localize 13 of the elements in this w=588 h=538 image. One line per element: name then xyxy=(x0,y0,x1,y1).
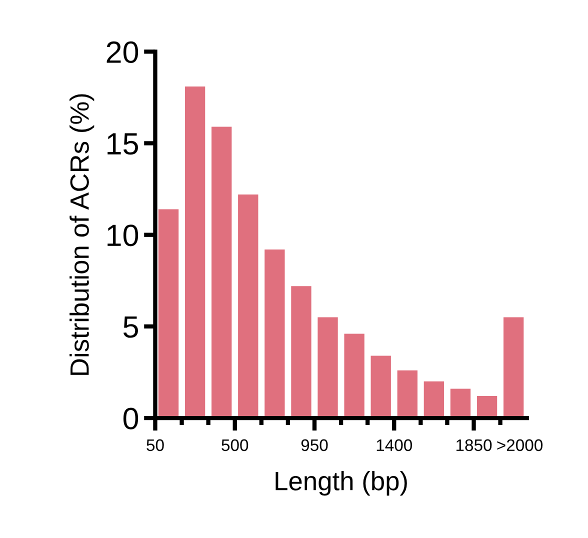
x-tick-label: 1400 xyxy=(376,439,412,452)
x-tick-label: 950 xyxy=(301,439,328,452)
y-tick-label: 10 xyxy=(108,224,138,246)
y-tick-label: 5 xyxy=(123,316,138,338)
y-tick-label: 20 xyxy=(106,41,138,64)
x-axis-title: Length (bp) xyxy=(276,471,407,496)
x-tick-label: 50 xyxy=(146,439,164,452)
x-tick-label: 500 xyxy=(222,439,248,452)
y-tick-label: 0 xyxy=(123,408,138,430)
x-tick-label: 1850 xyxy=(456,439,492,452)
y-tick-label: 15 xyxy=(108,133,138,155)
y-axis-title: Distribution of ACRs (%) xyxy=(70,94,94,375)
x-tick-label: >2000 xyxy=(497,439,543,452)
